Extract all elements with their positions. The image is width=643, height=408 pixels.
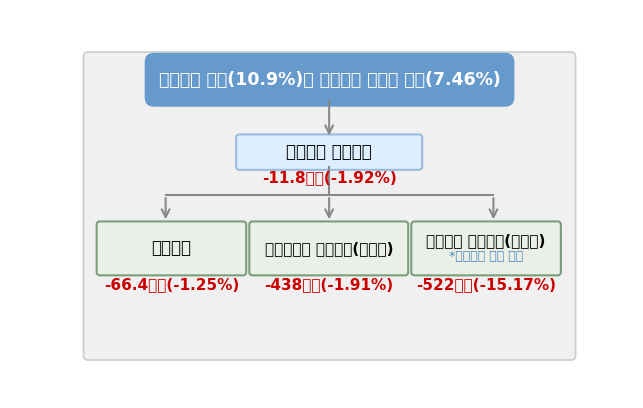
Text: 단순노무 노동수요(일자리): 단순노무 노동수요(일자리) [426,233,546,248]
Text: 신용카드 이용금액: 신용카드 이용금액 [286,143,372,161]
Text: -522천명(-15.17%): -522천명(-15.17%) [416,277,556,292]
Text: -11.8조원(-1.92%): -11.8조원(-1.92%) [262,170,397,185]
Text: -66.4조원(-1.25%): -66.4조원(-1.25%) [104,277,239,292]
Text: *최저임금 적용 대상: *최저임금 적용 대상 [449,250,523,263]
Text: 최저임금 인상(10.9%)과 신용카드 수수료 인하(7.46%): 최저임금 인상(10.9%)과 신용카드 수수료 인하(7.46%) [159,71,500,89]
FancyBboxPatch shape [96,222,246,275]
FancyBboxPatch shape [236,134,422,170]
Text: 총매출액: 총매출액 [152,239,192,257]
Text: -438천명(-1.91%): -438천명(-1.91%) [264,277,394,292]
FancyBboxPatch shape [84,52,575,360]
FancyBboxPatch shape [249,222,408,275]
FancyBboxPatch shape [145,53,514,107]
FancyBboxPatch shape [412,222,561,275]
Text: 비단순노무 노동수요(일자리): 비단순노무 노동수요(일자리) [264,241,393,256]
